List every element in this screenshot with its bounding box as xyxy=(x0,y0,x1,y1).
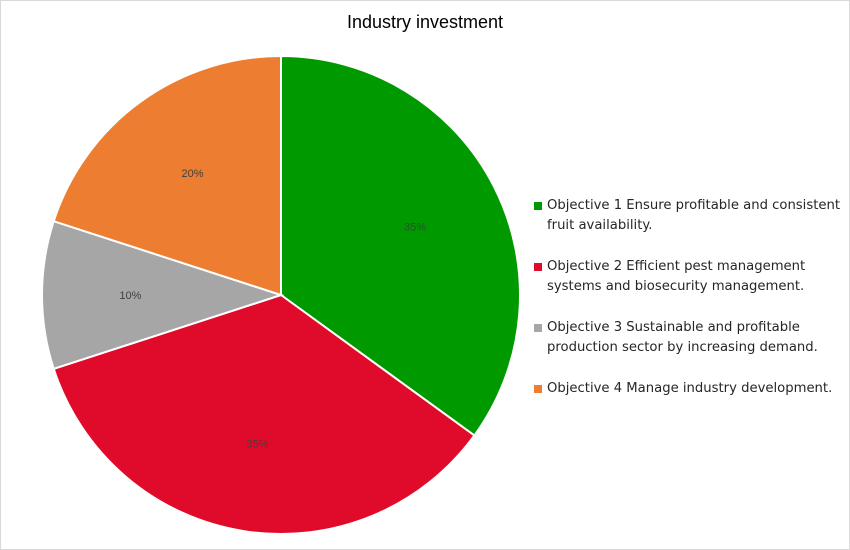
pie-data-labels: 35% 35% 10% 20% xyxy=(119,168,426,451)
legend-entry-objective-1: Objective 1 Ensure profitable and consis… xyxy=(534,196,844,236)
legend-swatch xyxy=(534,263,542,271)
data-label-objective-3: 10% xyxy=(119,290,141,302)
pie-slices xyxy=(41,54,521,535)
legend-swatch xyxy=(534,385,542,393)
data-label-objective-1: 35% xyxy=(404,222,426,234)
legend-label: Objective 2 Efficient pest management sy… xyxy=(547,259,806,294)
legend-swatch xyxy=(534,324,542,332)
legend-swatch xyxy=(534,202,542,210)
pie-slice-objective-4 xyxy=(52,54,282,297)
data-label-objective-2: 35% xyxy=(246,439,268,451)
pie-slice-objective-1 xyxy=(280,54,521,437)
data-label-objective-4: 20% xyxy=(181,168,203,180)
legend-entry-objective-2: Objective 2 Efficient pest management sy… xyxy=(534,257,844,297)
chart-title: Industry investment xyxy=(346,12,504,32)
chart-legend: Objective 1 Ensure profitable and consis… xyxy=(534,196,844,420)
legend-entry-objective-3: Objective 3 Sustainable and profitable p… xyxy=(534,318,844,358)
legend-label: Objective 4 Manage industry development. xyxy=(547,381,833,396)
legend-label: Objective 3 Sustainable and profitable p… xyxy=(547,320,818,355)
legend-entry-objective-4: Objective 4 Manage industry development. xyxy=(534,379,844,399)
pie-slice-objective-2 xyxy=(52,293,476,535)
pie-slice-objective-3 xyxy=(41,219,285,371)
legend-label: Objective 1 Ensure profitable and consis… xyxy=(547,198,841,233)
